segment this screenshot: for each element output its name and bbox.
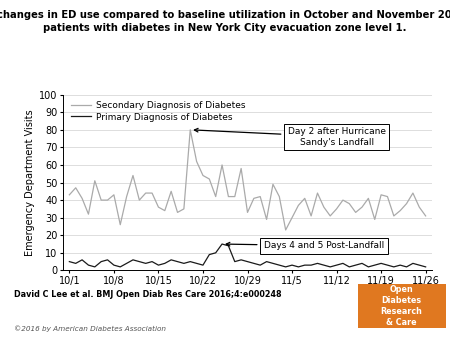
- Primary Diagnosis of Diabetes: [232, 260, 238, 264]
- Primary Diagnosis of Diabetes: [79, 258, 85, 262]
- Secondary Diagnosis of Diabetes: [283, 228, 288, 232]
- Y-axis label: Emergency Department Visits: Emergency Department Visits: [25, 109, 35, 256]
- Secondary Diagnosis of Diabetes: [188, 128, 193, 132]
- Primary Diagnosis of Diabetes: [321, 263, 327, 267]
- Text: Day 2 after Hurricane
Sandy's Landfall: Day 2 after Hurricane Sandy's Landfall: [194, 127, 386, 146]
- Primary Diagnosis of Diabetes: [86, 263, 91, 267]
- Legend: Secondary Diagnosis of Diabetes, Primary Diagnosis of Diabetes: Secondary Diagnosis of Diabetes, Primary…: [71, 101, 245, 122]
- Primary Diagnosis of Diabetes: [423, 265, 428, 269]
- Text: Open
Diabetes
Research
& Care: Open Diabetes Research & Care: [381, 285, 423, 327]
- Primary Diagnosis of Diabetes: [168, 258, 174, 262]
- Secondary Diagnosis of Diabetes: [79, 196, 85, 200]
- Secondary Diagnosis of Diabetes: [226, 195, 231, 199]
- Text: Daily changes in ED use compared to baseline utilization in October and November: Daily changes in ED use compared to base…: [0, 10, 450, 33]
- Text: Days 4 and 5 Post-Landfall: Days 4 and 5 Post-Landfall: [226, 241, 384, 250]
- Text: ©2016 by American Diabetes Association: ©2016 by American Diabetes Association: [14, 325, 166, 332]
- Secondary Diagnosis of Diabetes: [67, 193, 72, 197]
- Secondary Diagnosis of Diabetes: [86, 212, 91, 216]
- Primary Diagnosis of Diabetes: [219, 242, 225, 246]
- Line: Primary Diagnosis of Diabetes: Primary Diagnosis of Diabetes: [69, 244, 426, 267]
- Primary Diagnosis of Diabetes: [92, 265, 98, 269]
- Line: Secondary Diagnosis of Diabetes: Secondary Diagnosis of Diabetes: [69, 130, 426, 230]
- Primary Diagnosis of Diabetes: [328, 265, 333, 269]
- Secondary Diagnosis of Diabetes: [321, 205, 327, 209]
- Primary Diagnosis of Diabetes: [67, 260, 72, 264]
- Text: David C Lee et al. BMJ Open Diab Res Care 2016;4:e000248: David C Lee et al. BMJ Open Diab Res Car…: [14, 290, 281, 299]
- Secondary Diagnosis of Diabetes: [162, 209, 167, 213]
- Secondary Diagnosis of Diabetes: [423, 214, 428, 218]
- Secondary Diagnosis of Diabetes: [328, 214, 333, 218]
